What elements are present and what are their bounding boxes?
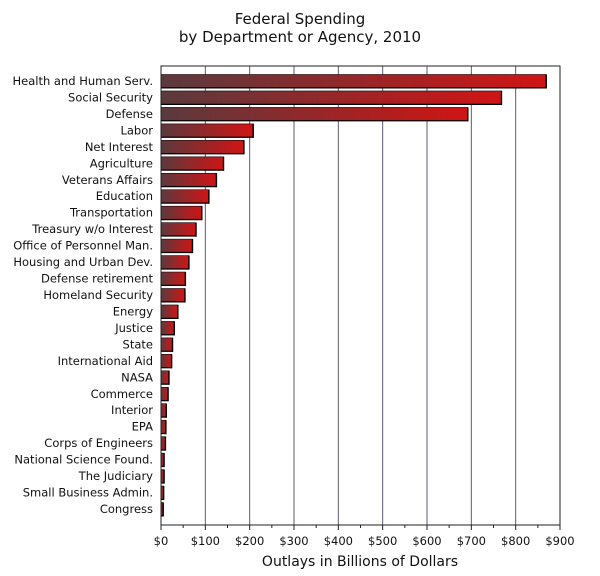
bar [160, 205, 203, 220]
bar [160, 288, 186, 302]
category-label: Housing and Urban Dev. [13, 255, 153, 269]
bar [160, 403, 167, 418]
x-axis-title: Outlays in Billions of Dollars [262, 554, 458, 570]
category-label: Transportation [69, 206, 153, 220]
bar [160, 304, 179, 319]
bar [160, 271, 186, 286]
chart-title: Federal Spending [234, 10, 366, 28]
x-tick-label: $500 [368, 534, 397, 548]
bar [160, 386, 169, 401]
category-label: NASA [121, 370, 153, 384]
category-label: Labor [120, 123, 153, 137]
bar [160, 140, 245, 154]
category-label: Justice [114, 321, 153, 335]
x-tick-label: $200 [235, 534, 264, 548]
chart-title-block: Federal Spending by Department or Agency… [0, 10, 600, 46]
x-axis-ticks: $0 $100 $200 $300 $400 $500 $600 $700 $800 $900 [154, 525, 575, 548]
category-label: The Judiciary [78, 469, 154, 483]
category-label: Small Business Admin. [23, 486, 153, 500]
x-tick-label: $0 [154, 534, 169, 548]
x-tick-label: $100 [191, 534, 220, 548]
category-label: Defense [106, 107, 153, 121]
bar [160, 255, 190, 269]
gridlines [204, 66, 517, 525]
category-label: Interior [111, 403, 153, 417]
category-label: Commerce [91, 387, 153, 401]
category-label: Energy [113, 304, 153, 318]
category-label: National Science Found. [14, 453, 153, 467]
bar [160, 107, 469, 121]
category-label: Social Security [68, 90, 153, 104]
category-label: Homeland Security [43, 288, 153, 302]
category-label: International Aid [58, 354, 153, 368]
category-label: Net Interest [85, 140, 154, 154]
x-tick-label: $700 [457, 534, 486, 548]
category-label: Treasury w/o Interest [31, 222, 153, 236]
bar [160, 354, 172, 368]
bar [160, 370, 170, 385]
x-tick-label: $400 [324, 534, 353, 548]
category-label: Corps of Engineers [44, 436, 153, 450]
bar [160, 172, 217, 187]
category-label: Agriculture [90, 156, 153, 170]
category-labels: Health and Human Serv. Social Security Def… [12, 74, 153, 516]
category-label: State [123, 337, 153, 351]
bar [160, 156, 224, 171]
bar [160, 189, 210, 204]
category-label: Veterans Affairs [62, 173, 153, 187]
x-tick-label: $800 [501, 534, 530, 548]
x-tick-label: $300 [279, 534, 308, 548]
bar [160, 419, 167, 434]
category-label: EPA [132, 420, 153, 434]
category-label: Defense retirement [41, 272, 153, 286]
category-label: Office of Personnel Man. [13, 239, 153, 253]
bar [160, 123, 254, 138]
x-tick-label: $600 [412, 534, 441, 548]
bar [160, 337, 173, 352]
chart-subtitle: by Department or Agency, 2010 [178, 28, 422, 46]
x-tick-label: $900 [545, 534, 574, 548]
bars [160, 74, 547, 517]
bar [160, 321, 175, 335]
category-label: Health and Human Serv. [12, 74, 153, 88]
bar [160, 238, 193, 253]
plot-frame [160, 65, 561, 526]
category-label: Education [96, 189, 153, 203]
bar [160, 74, 547, 88]
bar [160, 90, 502, 105]
category-label: Congress [100, 502, 153, 516]
bar [160, 222, 197, 236]
